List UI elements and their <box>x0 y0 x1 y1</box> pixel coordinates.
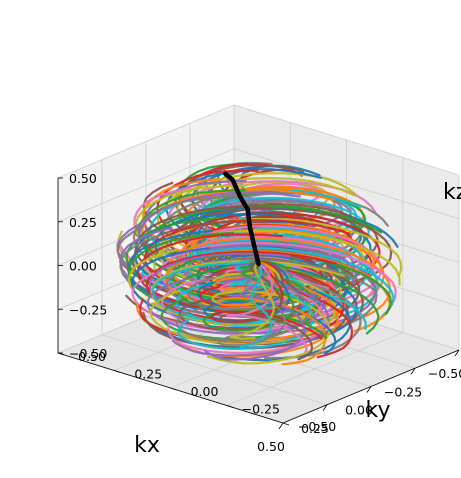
x-axis-label: kx <box>134 433 160 458</box>
y-axis-label: ky <box>366 398 391 423</box>
trajectory-lines <box>116 161 403 366</box>
grid-line-z <box>57 104 460 179</box>
x-tick-label: −0.25 <box>384 384 422 399</box>
trajectory-line <box>225 262 308 353</box>
z-tick-label: −0.25 <box>69 302 107 317</box>
trajectory-line <box>199 261 354 359</box>
highlight-trajectory <box>223 171 261 267</box>
trajectory-line <box>186 260 362 360</box>
tick-labels: −0.50 −0.50 −0.50 −0.25 −0.25 −0.25 0.00 0.00 0.… <box>69 171 461 454</box>
x-tick <box>322 404 328 411</box>
highlight-line <box>223 171 261 267</box>
y-tick-label: 0.00 <box>191 384 219 399</box>
z-axis-label: kz <box>443 180 461 205</box>
trajectory-line <box>239 262 273 349</box>
trajectory-line <box>175 262 310 342</box>
y-tick <box>226 405 233 408</box>
trajectory-line <box>216 262 327 366</box>
z-tick-label: 0.00 <box>69 259 97 274</box>
tick-marks <box>57 177 460 430</box>
y-tick-label: 0.50 <box>78 349 106 364</box>
x-tick-label: 0.50 <box>257 439 285 454</box>
z-tick-label: −0.50 <box>69 346 107 361</box>
trajectory-line <box>204 262 306 361</box>
x-tick-label: 0.00 <box>345 403 373 418</box>
x-tick-label: −0.50 <box>428 366 461 381</box>
y-tick <box>114 370 121 373</box>
y-tick-label: −0.50 <box>298 419 336 434</box>
trajectory-line <box>228 262 275 341</box>
x-tick <box>454 349 460 357</box>
y-tick-label: −0.25 <box>242 402 280 417</box>
y-tick-label: 0.25 <box>134 367 162 382</box>
y-tick <box>170 387 177 391</box>
z-tick-label: 0.25 <box>69 215 97 230</box>
grid-line-y <box>226 157 404 406</box>
z-tick-label: 0.50 <box>69 171 97 186</box>
x-tick-label: 0.25 <box>301 421 329 436</box>
trajectory-line <box>175 262 367 331</box>
x-tick <box>366 386 372 393</box>
trajectory-line <box>165 258 376 311</box>
y-tick <box>57 352 65 356</box>
x-tick <box>278 422 284 430</box>
y-tick <box>282 422 290 426</box>
trajectory-line <box>151 259 321 324</box>
x-tick <box>410 368 416 375</box>
